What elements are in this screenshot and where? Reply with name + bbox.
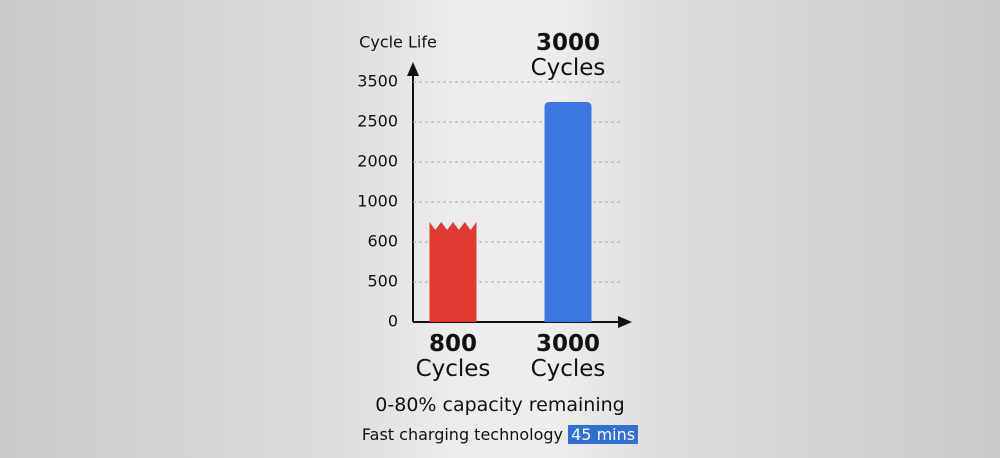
y-arrow bbox=[407, 62, 419, 76]
y-tick-label: 600 bbox=[367, 232, 398, 251]
category-label: 3000 Cycles bbox=[530, 331, 606, 382]
note: Fast charging technology bbox=[361, 425, 564, 444]
y-tick-label: 500 bbox=[367, 272, 398, 291]
bar bbox=[429, 222, 477, 322]
highlight: 45 mins bbox=[568, 425, 639, 444]
bar bbox=[544, 102, 592, 322]
category-label: 800 Cycles bbox=[415, 331, 491, 382]
note-line: Fast charging technology 45 mins bbox=[0, 425, 1000, 444]
y-axis-label: Cycle Life bbox=[359, 33, 437, 52]
y-tick-label: 3500 bbox=[357, 72, 398, 91]
note: 0-80% capacity remaining bbox=[375, 394, 625, 416]
y-tick-label: 2500 bbox=[357, 112, 398, 131]
x-arrow bbox=[618, 316, 632, 328]
y-tick-label: 2000 bbox=[357, 152, 398, 171]
y-tick-label: 1000 bbox=[357, 192, 398, 211]
y-tick-label: 0 bbox=[388, 312, 398, 331]
annotation: 3000 Cycles bbox=[530, 30, 606, 81]
